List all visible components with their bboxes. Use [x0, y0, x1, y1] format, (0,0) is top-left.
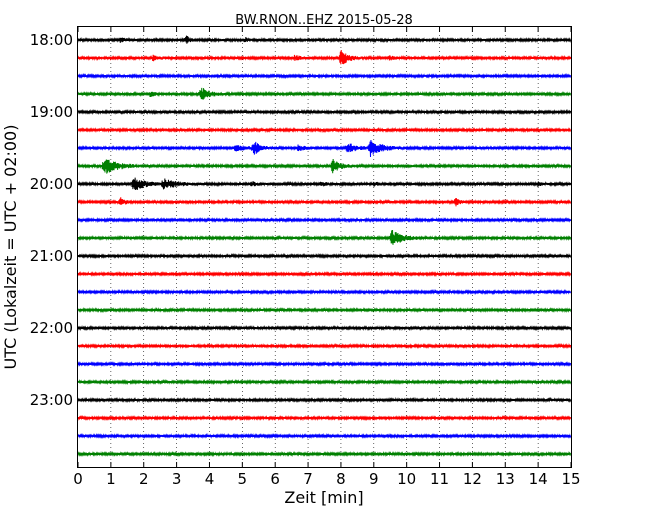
seismic-trace [77, 177, 572, 190]
y-axis: 18:00 19:00 20:00 21:00 22:00 23:00 [30, 31, 571, 409]
x-tick-label: 2 [139, 470, 149, 488]
seismic-trace [77, 342, 572, 350]
x-tick-label: 0 [73, 470, 83, 488]
seismic-trace [77, 230, 572, 245]
x-axis: 0 1 2 3 4 5 6 7 8 9 10 11 12 13 14 15 [73, 27, 581, 488]
y-tick-label: 23:00 [30, 391, 73, 409]
seismic-trace [77, 360, 572, 368]
plot-frame [77, 26, 572, 468]
seismic-trace [77, 216, 572, 224]
x-tick-label: 8 [336, 470, 346, 488]
seismic-trace [77, 288, 572, 296]
chart-title: BW.RNON..EHZ 2015-05-28 [235, 13, 413, 28]
x-tick-label: 11 [430, 470, 449, 488]
seismic-trace [77, 306, 572, 314]
x-tick-label: 3 [172, 470, 182, 488]
seismic-trace [77, 396, 572, 404]
seismic-trace [77, 450, 572, 458]
y-tick-label: 22:00 [30, 319, 73, 337]
seismic-trace [77, 108, 572, 116]
x-axis-label: Zeit [min] [284, 488, 363, 507]
seismic-trace [77, 414, 572, 422]
seismic-trace [77, 197, 572, 207]
x-tick-label: 9 [369, 470, 379, 488]
x-tick-label: 4 [205, 470, 215, 488]
seismic-trace [77, 50, 572, 65]
trace-group [77, 35, 572, 458]
x-tick-label: 10 [397, 470, 416, 488]
seismic-trace [77, 432, 572, 440]
x-tick-label: 7 [303, 470, 313, 488]
x-tick-label: 6 [270, 470, 280, 488]
seismic-trace [77, 72, 572, 80]
seismic-trace [77, 324, 572, 332]
x-tick-label: 12 [463, 470, 482, 488]
x-tick-label: 1 [106, 470, 116, 488]
seismic-trace [77, 139, 572, 157]
seismic-trace [77, 378, 572, 386]
y-axis-label: UTC (Lokalzeit = UTC + 02:00) [1, 125, 20, 370]
grid-lines [110, 27, 539, 467]
x-tick-label: 13 [496, 470, 515, 488]
y-tick-label: 18:00 [30, 31, 73, 49]
seismic-trace [77, 35, 572, 44]
seismic-trace [77, 87, 572, 100]
x-tick-label: 14 [529, 470, 548, 488]
x-tick-label: 15 [561, 470, 580, 488]
seismic-trace [77, 252, 572, 260]
x-tick-label: 5 [238, 470, 248, 488]
seismic-trace [77, 270, 572, 278]
seismic-trace [77, 159, 572, 174]
y-tick-label: 19:00 [30, 103, 73, 121]
seismic-trace [77, 126, 572, 134]
y-tick-label: 21:00 [30, 247, 73, 265]
y-tick-label: 20:00 [30, 175, 73, 193]
